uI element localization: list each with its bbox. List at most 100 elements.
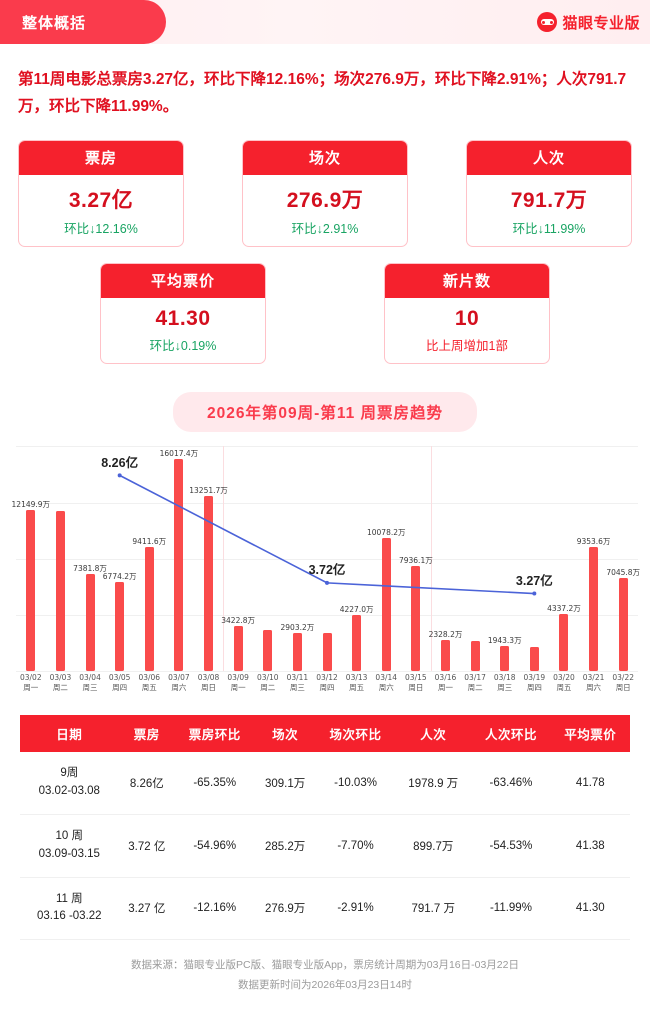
x-axis-tick: 03/08 周日 <box>198 673 220 693</box>
chart-bar[interactable] <box>352 615 362 672</box>
bar-value-label: 6774.2万 <box>102 571 137 581</box>
chart-bar[interactable] <box>500 645 510 672</box>
table-header-cell: 场次 <box>254 715 316 753</box>
x-axis-tick: 03/19 周四 <box>524 673 546 693</box>
table-row[interactable]: 11 周 03.16 -03.22 3.27 亿 -12.16% 276.9万 -2.91… <box>20 877 630 941</box>
stat-card-title: 人次 <box>467 141 631 176</box>
chart-bar[interactable] <box>559 613 569 672</box>
stat-card-admissions: 人次 791.7万 环比↓11.99% <box>466 140 632 248</box>
x-axis-weekday: 周五 <box>349 683 365 693</box>
cell-boxoffice-change: -12.16% <box>175 877 255 941</box>
x-axis-weekday: 周四 <box>526 683 542 693</box>
chart-bar[interactable] <box>529 647 539 672</box>
trend-point[interactable] <box>117 473 122 478</box>
chart-bar[interactable] <box>322 633 332 672</box>
chart-bar[interactable] <box>470 641 480 672</box>
section-tag: 整体概括 <box>0 0 166 44</box>
cell-admissions: 899.7万 <box>395 814 472 878</box>
cell-average-price: 41.30 <box>550 877 630 941</box>
chart-title: 2026年第09周-第11 周票房趋势 <box>172 392 478 433</box>
table-row[interactable]: 10 周 03.09-03.15 3.72 亿 -54.96% 285.2万 -7.70%… <box>20 814 630 878</box>
summary-paragraph: 第11周电影总票房3.27亿，环比下降12.16%；场次276.9万，环比下降2… <box>18 71 627 116</box>
bar-value-label: 7045.8万 <box>606 567 641 577</box>
x-axis-weekday: 周日 <box>615 683 631 693</box>
table-row[interactable]: 9周 03.02-03.08 8.26亿 -65.35% 309.1万 -10.03% 19… <box>20 752 630 815</box>
chart-bar[interactable] <box>204 495 214 672</box>
table-header-cell: 平均票价 <box>550 715 630 753</box>
chart-bar[interactable] <box>174 459 184 672</box>
x-axis-tick: 03/14 周六 <box>375 673 397 693</box>
gridline <box>16 615 638 616</box>
row-week: 9周 <box>60 767 79 780</box>
chart-bar[interactable] <box>85 573 95 672</box>
x-axis-date: 03/12 <box>316 673 338 683</box>
cell-admissions: 791.7 万 <box>395 877 472 941</box>
trend-point[interactable] <box>325 581 329 586</box>
cell-boxoffice: 3.72 亿 <box>118 814 176 878</box>
x-axis-weekday: 周五 <box>556 683 572 693</box>
chart-bar[interactable] <box>618 578 628 672</box>
row-week: 11 周 <box>55 892 83 905</box>
x-axis-date: 03/11 <box>286 673 309 683</box>
bar-value-label: 2328.2万 <box>428 630 463 640</box>
x-axis-date: 03/10 <box>256 673 279 683</box>
x-axis-weekday: 周二 <box>52 683 68 693</box>
gridline <box>16 446 638 448</box>
cell-date: 11 周 03.16 -03.22 <box>20 877 119 941</box>
row-date-range: 03.09-03.15 <box>38 847 100 860</box>
x-axis-date: 03/16 <box>434 673 457 683</box>
cell-showings-change: -2.91% <box>315 877 396 941</box>
x-axis-tick: 03/05 周四 <box>109 673 131 693</box>
cell-average-price: 41.38 <box>550 814 630 878</box>
chart-bar[interactable] <box>263 630 273 672</box>
x-axis-weekday: 周六 <box>171 683 187 693</box>
chart-bar[interactable] <box>55 510 65 672</box>
x-axis-tick: 03/18 周三 <box>494 673 516 693</box>
chart-bar[interactable] <box>233 625 243 672</box>
stat-card-title: 平均票价 <box>101 264 265 299</box>
bar-value-label: 7381.8万 <box>73 563 107 573</box>
trend-line <box>117 473 537 596</box>
x-axis-date: 03/02 <box>19 673 42 683</box>
gridline <box>16 671 638 673</box>
table-header-row: 日期 票房 票房环比 场次 场次环比 人次 人次环比 平均票价 <box>20 715 630 753</box>
cell-showings-change: -10.03% <box>315 752 396 815</box>
chart-bar[interactable] <box>26 510 36 672</box>
x-axis-tick: 03/11 周三 <box>287 673 309 693</box>
trend-point[interactable] <box>532 591 537 596</box>
x-axis-tick: 03/09 周一 <box>227 673 249 693</box>
x-axis-weekday: 周三 <box>497 683 513 693</box>
weekly-summary-table: 日期 票房 票房环比 场次 场次环比 人次 人次环比 平均票价 9周 03.02-… <box>20 715 630 941</box>
cell-date: 10 周 03.09-03.15 <box>20 814 119 878</box>
chart-bar[interactable] <box>144 546 154 672</box>
stat-cards-row-2: 平均票价 41.30 环比↓0.19% 新片数 10 比上周增加1部 <box>18 263 632 365</box>
x-axis-weekday: 周六 <box>378 683 394 693</box>
stat-card-showings: 场次 276.9万 环比↓2.91% <box>242 140 408 248</box>
chart-bar[interactable] <box>589 547 599 672</box>
chart-bar[interactable] <box>440 640 450 672</box>
x-axis-date: 03/04 <box>79 673 101 683</box>
x-axis-date: 03/19 <box>523 673 546 683</box>
x-axis-date: 03/03 <box>49 673 72 683</box>
x-axis-tick: 03/02 周一 <box>20 673 42 693</box>
chart-x-axis: 03/02 周一 03/03 周二 03/04 周三 03/05 周四 03/06 周五 03/07… <box>16 673 638 701</box>
trend-polyline <box>119 474 535 595</box>
x-axis-date: 03/05 <box>108 673 131 683</box>
stat-card-boxoffice: 票房 3.27亿 环比↓12.16% <box>18 140 184 248</box>
stat-card-change: 比上周增加1部 <box>426 339 508 354</box>
x-axis-weekday: 周六 <box>586 683 602 693</box>
bar-value-label: 12149.9万 <box>11 500 51 510</box>
stat-cards-row-1: 票房 3.27亿 环比↓12.16% 场次 276.9万 环比↓2.91% 人次… <box>18 140 632 248</box>
chart-bar[interactable] <box>115 581 125 672</box>
cell-showings: 285.2万 <box>254 814 316 878</box>
chart-bar[interactable] <box>411 566 421 672</box>
x-axis-weekday: 周一 <box>437 683 453 693</box>
chart-bar[interactable] <box>292 632 302 672</box>
stat-card-average-price: 平均票价 41.30 环比↓0.19% <box>100 263 266 365</box>
x-axis-tick: 03/13 周五 <box>346 673 368 693</box>
x-axis-date: 03/13 <box>345 673 368 683</box>
x-axis-tick: 03/21 周六 <box>583 673 605 693</box>
chart-bar[interactable] <box>381 537 391 672</box>
table-header-cell: 场次环比 <box>315 715 396 753</box>
cell-admissions-change: -11.99% <box>471 877 551 941</box>
